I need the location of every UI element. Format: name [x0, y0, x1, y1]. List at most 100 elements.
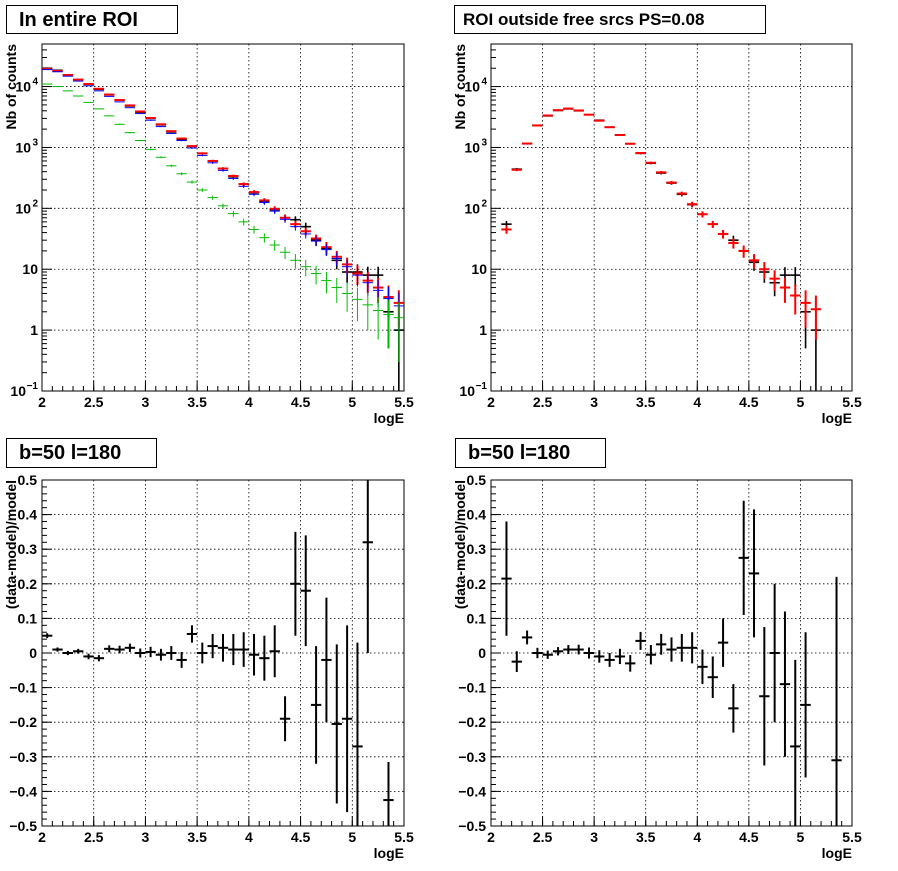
data-point — [717, 618, 729, 667]
data-point — [83, 653, 94, 660]
y-tick-label: −0.5 — [458, 818, 486, 834]
data-point — [594, 119, 605, 122]
data-point — [93, 108, 105, 110]
y-tick-label: 0.5 — [18, 472, 38, 488]
series-2 — [42, 67, 404, 328]
data-point — [501, 225, 512, 234]
y-tick-label: 10 — [464, 79, 480, 95]
data-point — [52, 647, 63, 652]
data-point — [124, 643, 136, 652]
x-axis-label: logE — [822, 410, 852, 426]
data-point — [155, 648, 167, 661]
y-tick-label: −0.5 — [9, 818, 37, 834]
y-axis-label: (data-model)/model — [452, 480, 468, 609]
data-point — [331, 644, 342, 804]
data-point — [228, 176, 239, 180]
data-point — [83, 85, 94, 87]
x-tick-label: 2.5 — [533, 394, 553, 410]
y-tick-label: 10 — [464, 139, 480, 155]
data-point — [197, 188, 208, 192]
data-point — [155, 123, 167, 126]
series-1 — [42, 67, 404, 391]
data-point — [790, 267, 801, 287]
data-point — [124, 104, 136, 107]
data-point — [83, 101, 94, 103]
data-point — [728, 238, 739, 249]
data-point — [759, 262, 770, 280]
data-point — [352, 642, 363, 826]
x-tick-label: 2 — [38, 829, 46, 845]
data-point — [124, 132, 136, 134]
data-point — [207, 161, 218, 164]
x-tick-label: 5 — [797, 394, 805, 410]
data-point — [269, 208, 280, 215]
x-tick-label: 5 — [348, 829, 356, 845]
data-point — [290, 254, 301, 269]
y-tick-label: −0.4 — [9, 783, 37, 799]
data-point — [779, 277, 791, 303]
x-tick-label: 2 — [38, 394, 46, 410]
data-point — [104, 115, 115, 117]
data-point — [594, 650, 605, 663]
data-point — [686, 201, 698, 207]
y-tick-label: −0.4 — [458, 783, 486, 799]
data-point — [248, 225, 260, 234]
data-point — [259, 635, 270, 681]
y-axis-label: Nb of counts — [3, 44, 19, 130]
data-point — [341, 625, 353, 813]
data-point — [511, 651, 522, 673]
data-point — [197, 152, 208, 155]
data-point — [563, 107, 574, 110]
y-tick-label: 0 — [29, 645, 37, 661]
y-tick-label: 0.5 — [467, 472, 487, 488]
y-tick-label: 10 — [10, 383, 26, 399]
data-point — [341, 259, 353, 277]
data-point — [748, 509, 760, 638]
x-axis-label: logE — [822, 845, 852, 861]
data-point — [269, 625, 280, 678]
y-tick-label: −0.3 — [9, 749, 37, 765]
data-point — [614, 134, 626, 137]
data-point — [532, 124, 543, 127]
data-point — [135, 113, 146, 115]
x-tick-label: 5 — [348, 394, 356, 410]
data-point — [676, 191, 687, 196]
data-point — [573, 644, 584, 655]
data-point — [279, 216, 291, 223]
data-point — [583, 113, 595, 116]
data-point — [279, 696, 291, 742]
data-point — [383, 300, 394, 349]
y-tick-exponent: 4 — [481, 77, 487, 88]
data-point — [300, 259, 311, 277]
y-tick-exponent: 3 — [481, 137, 487, 148]
x-axis-label: logE — [374, 410, 404, 426]
data-point — [656, 633, 667, 655]
data-point — [635, 631, 646, 650]
data-point — [656, 171, 667, 174]
data-point — [114, 645, 125, 654]
x-tick-label: 4 — [245, 829, 253, 845]
data-point — [717, 229, 729, 239]
data-point — [310, 265, 322, 285]
x-tick-label: 4.5 — [739, 394, 759, 410]
y-axis-label: (data-model)/model — [3, 480, 19, 609]
data-point — [759, 627, 770, 766]
data-point — [238, 184, 249, 189]
y-tick-label: 1 — [479, 322, 487, 338]
data-point — [521, 142, 533, 145]
data-point — [73, 648, 84, 654]
x-tick-label: 3.5 — [187, 394, 207, 410]
data-point — [186, 145, 198, 148]
x-tick-label: 5.5 — [842, 829, 862, 845]
data-point — [248, 192, 260, 197]
data-point — [114, 101, 125, 103]
y-tick-label: 0.1 — [18, 610, 38, 626]
data-point — [635, 152, 646, 155]
data-point — [104, 645, 115, 653]
x-tick-label: 4 — [693, 394, 701, 410]
x-tick-label: 4 — [693, 829, 701, 845]
x-tick-label: 2.5 — [84, 394, 104, 410]
data-point — [93, 87, 105, 90]
x-tick-label: 5.5 — [394, 829, 414, 845]
